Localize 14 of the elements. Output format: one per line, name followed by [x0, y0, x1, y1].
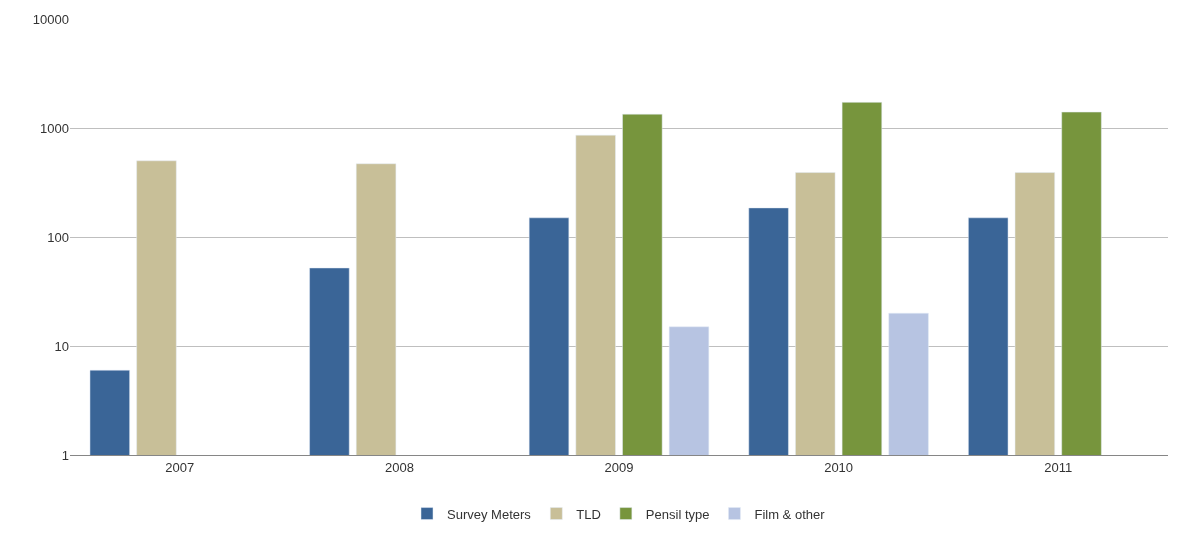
legend-label: TLD — [576, 506, 601, 522]
x-tick-label: 2008 — [384, 459, 414, 475]
x-tick-label: 2007 — [165, 459, 195, 475]
legend-label: Film & other — [754, 506, 826, 522]
legend-label: Survey Meters — [447, 506, 532, 522]
y-tick-label: 10 — [54, 338, 69, 354]
legend-label: Pensil type — [645, 506, 710, 522]
x-tick-label: 2009 — [604, 459, 634, 475]
y-tick-label: 1 — [61, 447, 69, 463]
y-tick-label: 1000 — [40, 120, 69, 136]
x-tick-label: 2010 — [824, 459, 854, 475]
x-tick-label: 2011 — [1044, 459, 1073, 475]
y-tick-label: 10000 — [32, 11, 69, 27]
y-tick-label: 100 — [47, 229, 69, 245]
